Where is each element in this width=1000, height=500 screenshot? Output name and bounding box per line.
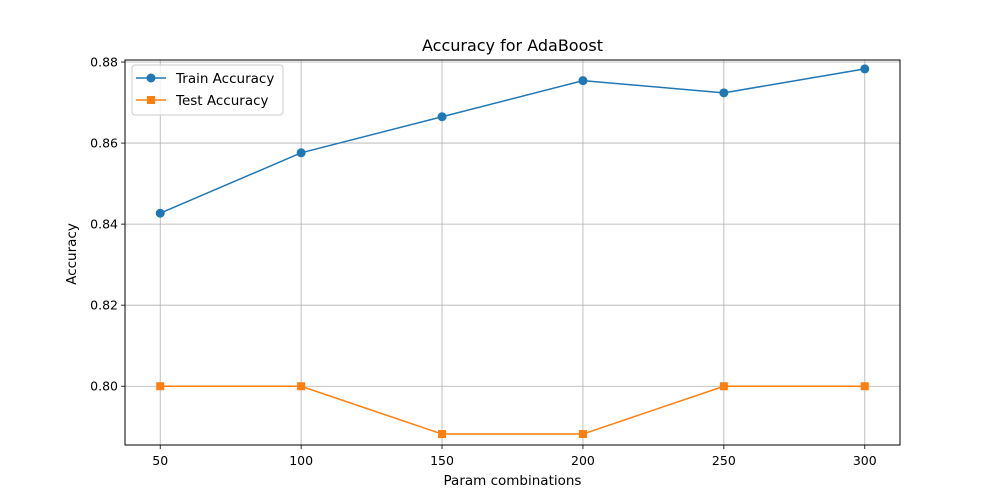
legend-label: Test Accuracy — [175, 93, 269, 109]
x-tick-label: 250 — [712, 453, 736, 468]
data-point — [437, 112, 447, 122]
y-tick-label: 0.80 — [90, 379, 118, 394]
data-point — [296, 148, 306, 158]
data-point — [719, 382, 728, 391]
data-point — [719, 88, 729, 98]
y-axis-label: Accuracy — [64, 223, 80, 285]
plot-series — [155, 64, 870, 439]
y-tick-label: 0.86 — [90, 136, 118, 151]
plot-frame — [124, 59, 901, 446]
data-point — [155, 208, 165, 218]
data-point — [578, 430, 587, 439]
series-line — [159, 68, 865, 214]
series-line — [160, 385, 865, 435]
chart-title: Accuracy for AdaBoost — [422, 36, 603, 55]
x-tick-label: 200 — [571, 453, 595, 468]
data-point — [578, 76, 588, 86]
y-tick-label: 0.82 — [90, 298, 118, 313]
y-tick-label: 0.84 — [90, 217, 118, 232]
legend-marker — [147, 96, 155, 104]
axis-ticks: 50 100 150 200 250 300 0.80 0.82 0.84 0.86 0.88 — [90, 55, 877, 468]
legend-label: Train Accuracy — [175, 71, 274, 87]
data-point — [860, 382, 869, 391]
x-axis-label: Param combinations — [444, 473, 582, 489]
legend-marker — [146, 73, 156, 83]
y-tick-label: 0.88 — [90, 55, 118, 70]
data-point — [438, 430, 447, 439]
data-point — [297, 382, 306, 391]
legend: Train Accuracy Test Accuracy — [131, 64, 284, 116]
x-tick-label: 100 — [289, 453, 313, 468]
grid — [125, 60, 900, 445]
x-tick-label: 300 — [853, 453, 877, 468]
data-point — [860, 64, 870, 74]
data-point — [156, 382, 165, 391]
x-tick-label: 150 — [430, 453, 454, 468]
x-tick-label: 50 — [152, 453, 168, 468]
legend-box — [131, 64, 284, 116]
